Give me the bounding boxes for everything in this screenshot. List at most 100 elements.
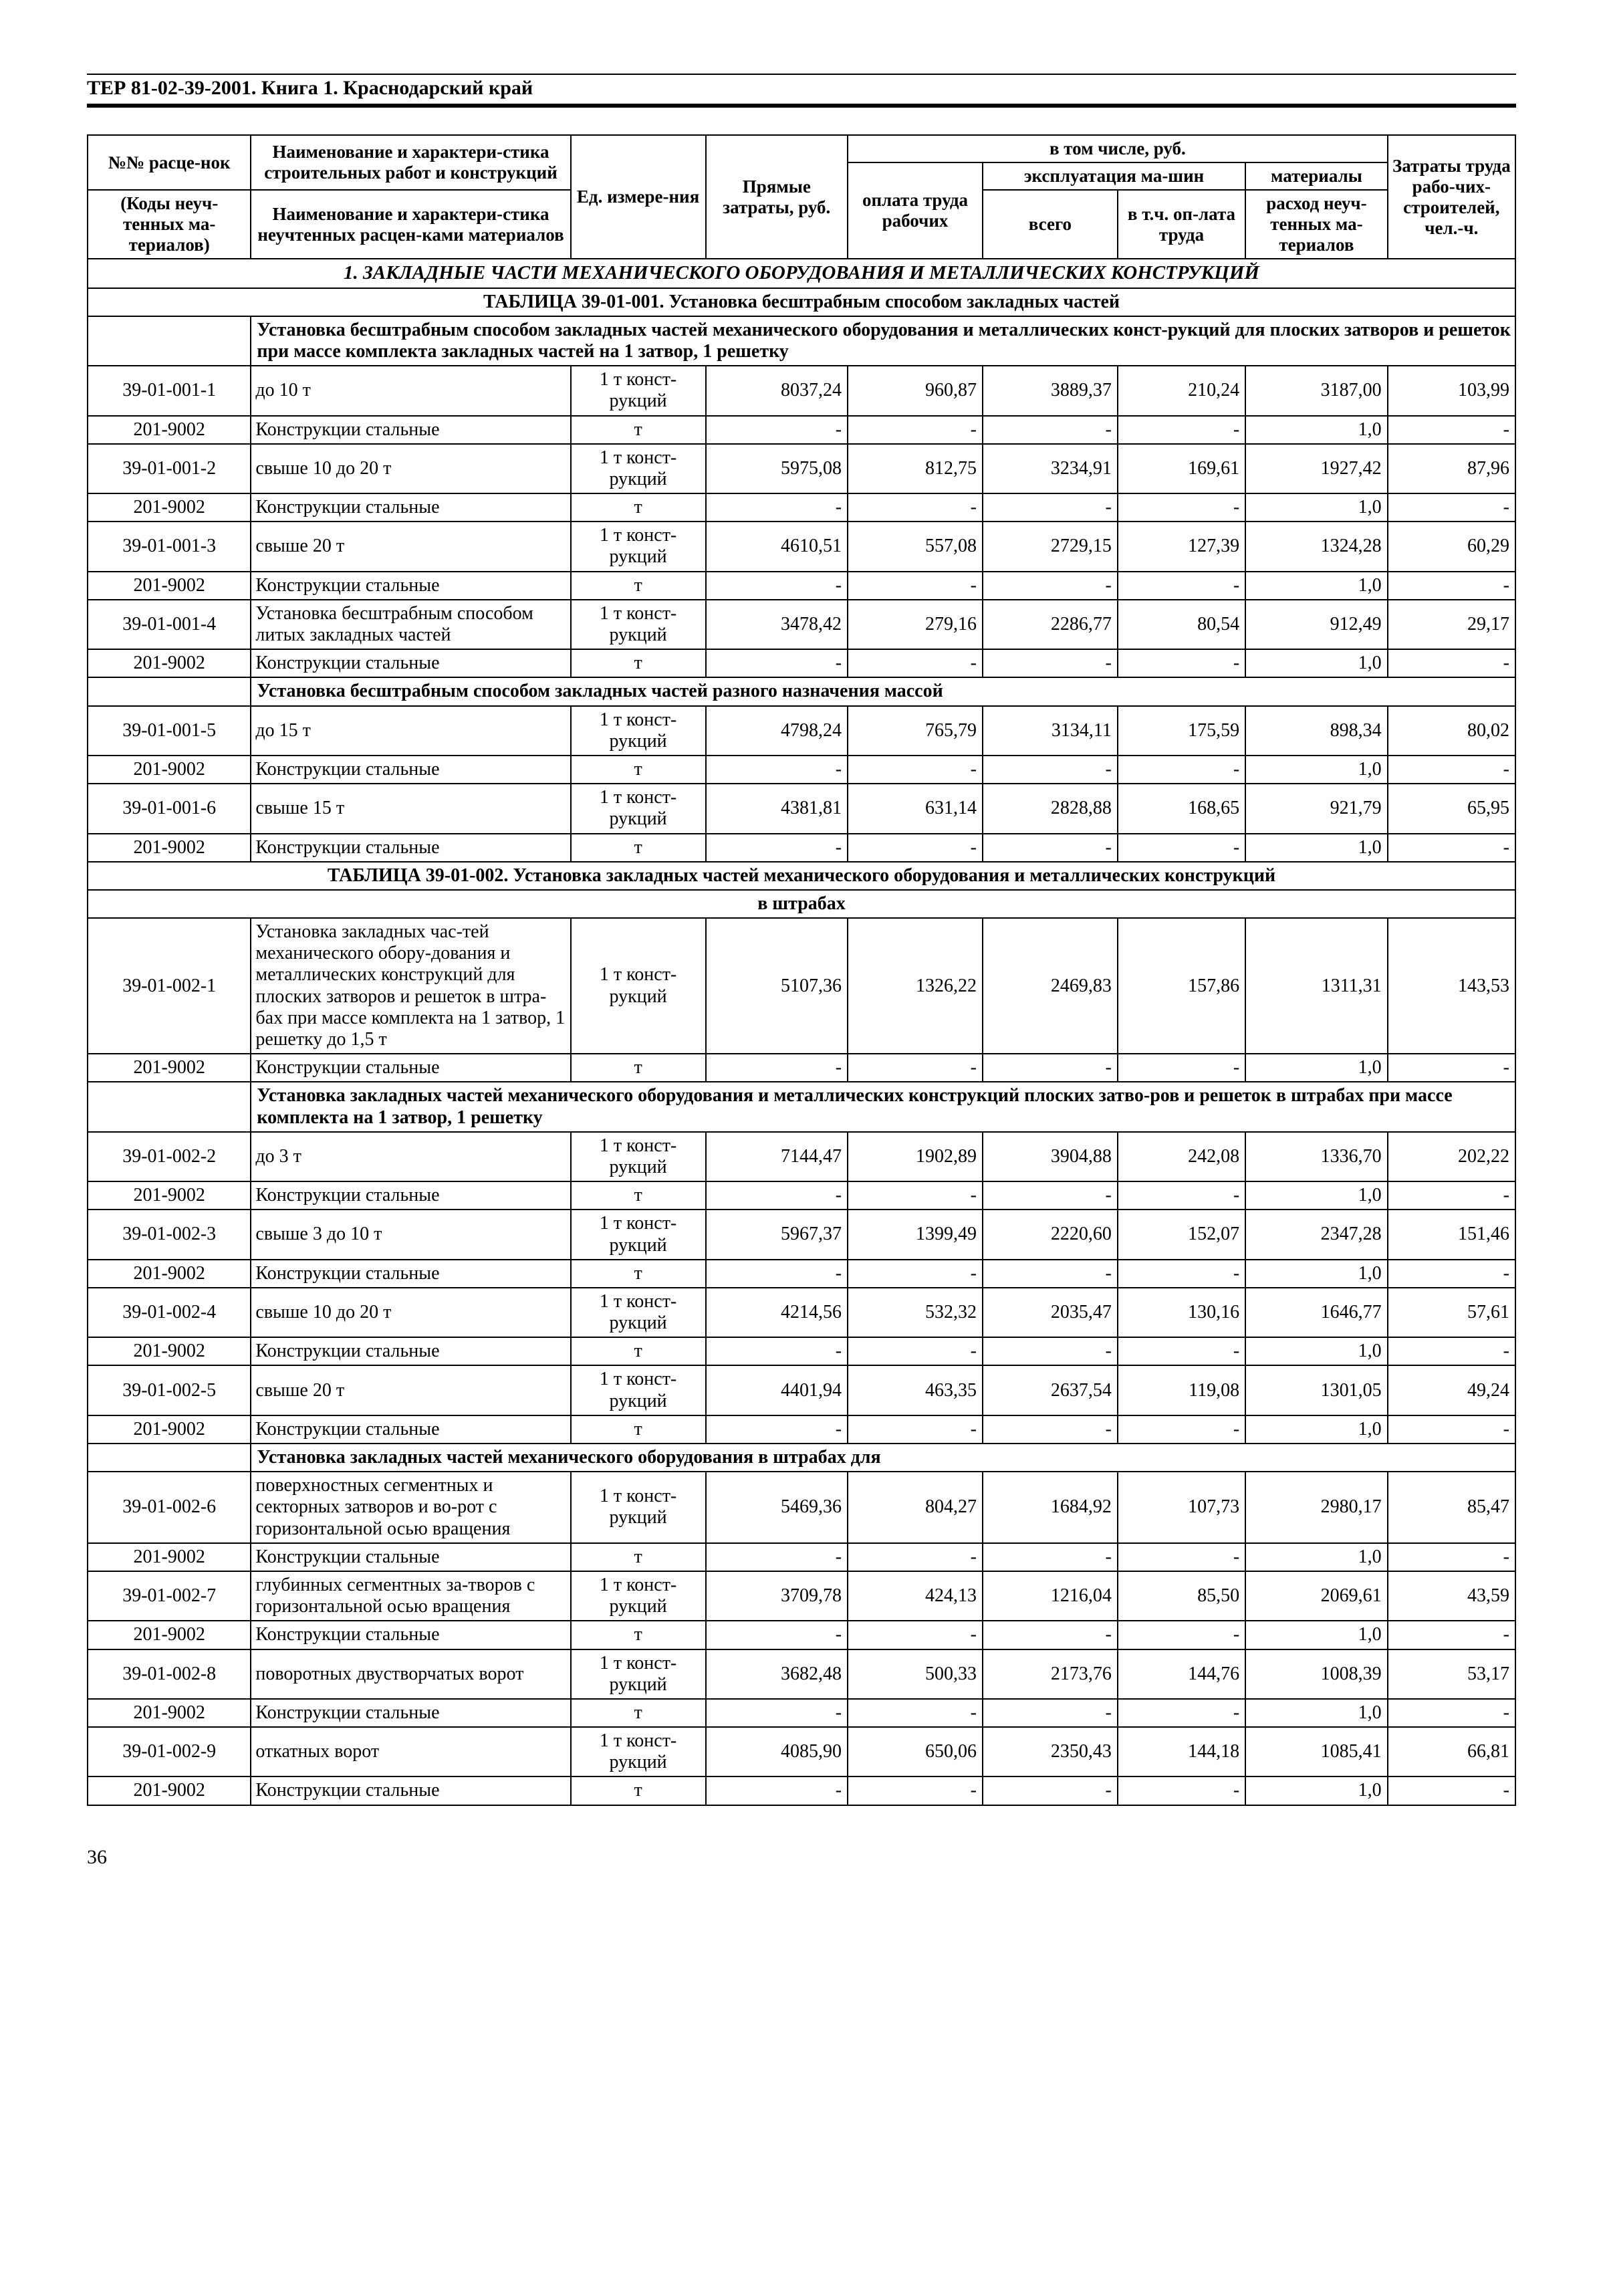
row-mach-wage: 175,59 <box>1118 706 1245 756</box>
row-materials: 2347,28 <box>1245 1210 1388 1259</box>
row-unit: т <box>571 834 706 862</box>
col-name-bot: Наименование и характери-стика неучтенны… <box>251 190 570 259</box>
row-mach-total: 3904,88 <box>983 1132 1118 1181</box>
row-labor-pay: 631,14 <box>848 784 983 833</box>
row-name: Конструкции стальные <box>251 1337 570 1365</box>
row-materials: 1301,05 <box>1245 1365 1388 1415</box>
row-unit: 1 т конст-рукций <box>571 1727 706 1776</box>
table-title: ТАБЛИЦА 39-01-001. Установка бесштрабным… <box>88 288 1515 316</box>
row-materials: 1,0 <box>1245 1260 1388 1288</box>
row-labor-pay: 804,27 <box>848 1472 983 1543</box>
row-name: Установка бесштрабным способом литых зак… <box>251 600 570 649</box>
row-materials: 1,0 <box>1245 834 1388 862</box>
row-direct: 7144,47 <box>706 1132 848 1181</box>
row-labor: 143,53 <box>1388 918 1515 1054</box>
row-name: поверхностных сегментных и секторных зат… <box>251 1472 570 1543</box>
row-labor: 87,96 <box>1388 444 1515 493</box>
row-mach-total: 2637,54 <box>983 1365 1118 1415</box>
row-unit: 1 т конст-рукций <box>571 1472 706 1543</box>
row-materials: 2980,17 <box>1245 1472 1388 1543</box>
section-title: 1. ЗАКЛАДНЫЕ ЧАСТИ МЕХАНИЧЕСКОГО ОБОРУДО… <box>88 259 1515 288</box>
row-mach-total: 1684,92 <box>983 1472 1118 1543</box>
row-materials: 3187,00 <box>1245 366 1388 415</box>
row-direct: 3709,78 <box>706 1571 848 1621</box>
row-labor: 43,59 <box>1388 1571 1515 1621</box>
row-labor-pay: 424,13 <box>848 1571 983 1621</box>
row-labor: 29,17 <box>1388 600 1515 649</box>
row-code: 39-01-002-8 <box>88 1649 251 1699</box>
row-mach-total: 2469,83 <box>983 918 1118 1054</box>
row-materials: 1,0 <box>1245 1699 1388 1727</box>
row-code: 39-01-002-9 <box>88 1727 251 1776</box>
row-unit: 1 т конст-рукций <box>571 706 706 756</box>
row-mach-total: 2286,77 <box>983 600 1118 649</box>
row-materials: 898,34 <box>1245 706 1388 756</box>
row-unit: 1 т конст-рукций <box>571 1132 706 1181</box>
row-name: Конструкции стальные <box>251 1699 570 1727</box>
row-labor-pay: 1326,22 <box>848 918 983 1054</box>
col-mach: эксплуатация ма-шин <box>983 162 1245 190</box>
col-mach-total: всего <box>983 190 1118 259</box>
row-materials: 1311,31 <box>1245 918 1388 1054</box>
row-code: 201-9002 <box>88 1543 251 1571</box>
row-materials: 1,0 <box>1245 493 1388 522</box>
row-mach-total: 2828,88 <box>983 784 1118 833</box>
row-labor-pay: 960,87 <box>848 366 983 415</box>
row-name: глубинных сегментных за-творов с горизон… <box>251 1571 570 1621</box>
row-name: Конструкции стальные <box>251 1776 570 1805</box>
row-mach-wage: 210,24 <box>1118 366 1245 415</box>
group-spacer <box>88 316 251 366</box>
row-unit: 1 т конст-рукций <box>571 918 706 1054</box>
row-code: 39-01-001-1 <box>88 366 251 415</box>
row-mach-total: 1216,04 <box>983 1571 1118 1621</box>
row-name: до 3 т <box>251 1132 570 1181</box>
group-title: Установка бесштрабным способом закладных… <box>251 316 1515 366</box>
row-name: Конструкции стальные <box>251 1543 570 1571</box>
group-spacer <box>88 1082 251 1131</box>
row-materials: 1,0 <box>1245 1054 1388 1082</box>
col-code-bot: (Коды неуч-тенных ма-териалов) <box>88 190 251 259</box>
row-labor: 66,81 <box>1388 1727 1515 1776</box>
row-mach-wage: 157,86 <box>1118 918 1245 1054</box>
row-unit: т <box>571 493 706 522</box>
col-materials-sub: расход неуч-тенных ма-териалов <box>1245 190 1388 259</box>
row-direct: 5469,36 <box>706 1472 848 1543</box>
row-materials: 1,0 <box>1245 572 1388 600</box>
row-name: до 10 т <box>251 366 570 415</box>
row-materials: 1646,77 <box>1245 1288 1388 1337</box>
col-code-top: №№ расце-нок <box>88 135 251 190</box>
row-direct: 5107,36 <box>706 918 848 1054</box>
page-header: ТЕР 81-02-39-2001. Книга 1. Краснодарски… <box>87 74 1516 108</box>
row-materials: 1008,39 <box>1245 1649 1388 1699</box>
row-labor: 151,46 <box>1388 1210 1515 1259</box>
row-materials: 1,0 <box>1245 1543 1388 1571</box>
row-labor: 80,02 <box>1388 706 1515 756</box>
row-code: 201-9002 <box>88 1337 251 1365</box>
col-materials: материалы <box>1245 162 1388 190</box>
row-name: свыше 10 до 20 т <box>251 1288 570 1337</box>
row-code: 201-9002 <box>88 1054 251 1082</box>
row-name: откатных ворот <box>251 1727 570 1776</box>
row-labor: 57,61 <box>1388 1288 1515 1337</box>
row-mach-total: 2729,15 <box>983 522 1118 571</box>
row-name: до 15 т <box>251 706 570 756</box>
row-unit: т <box>571 1776 706 1805</box>
row-unit: т <box>571 1260 706 1288</box>
row-direct: 4401,94 <box>706 1365 848 1415</box>
row-direct: 8037,24 <box>706 366 848 415</box>
row-labor: 65,95 <box>1388 784 1515 833</box>
col-labor: Затраты труда рабо-чих-строителей, чел.-… <box>1388 135 1515 259</box>
row-materials: 1,0 <box>1245 756 1388 784</box>
group-title: Установка закладных частей механического… <box>251 1444 1515 1472</box>
row-direct: 3478,42 <box>706 600 848 649</box>
main-table: №№ расце-нокНаименование и характери-сти… <box>87 134 1516 1806</box>
row-code: 39-01-002-2 <box>88 1132 251 1181</box>
row-mach-wage: 242,08 <box>1118 1132 1245 1181</box>
row-mach-total: 2035,47 <box>983 1288 1118 1337</box>
col-name-top: Наименование и характери-стика строитель… <box>251 135 570 190</box>
row-materials: 1,0 <box>1245 1337 1388 1365</box>
row-code: 39-01-002-7 <box>88 1571 251 1621</box>
row-labor: 103,99 <box>1388 366 1515 415</box>
row-unit: 1 т конст-рукций <box>571 1210 706 1259</box>
row-materials: 2069,61 <box>1245 1571 1388 1621</box>
